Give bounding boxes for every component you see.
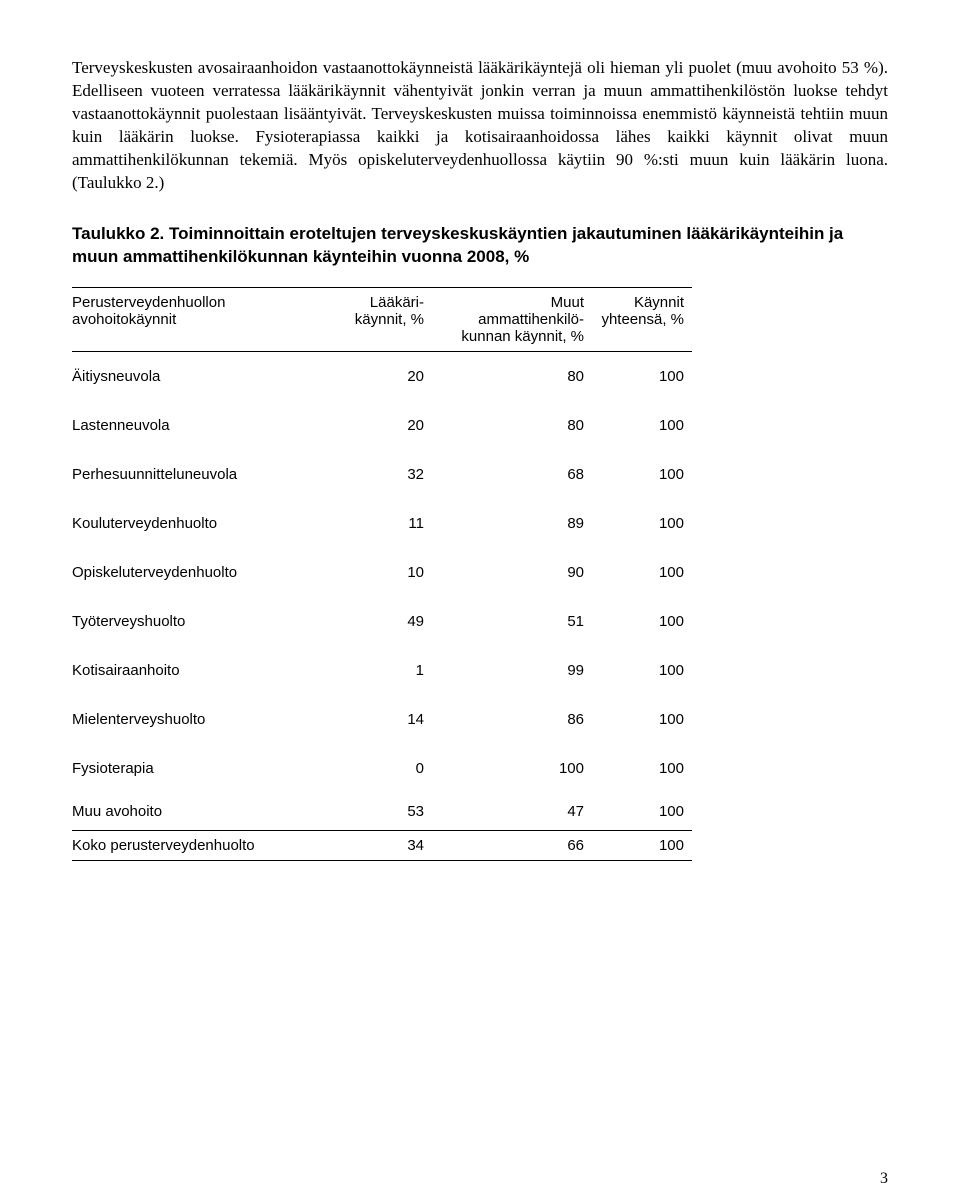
row-value: 10 (302, 548, 432, 597)
header-text: yhteensä, % (601, 311, 684, 328)
header-text: kunnan käynnit, % (461, 328, 584, 345)
row-value: 89 (432, 499, 592, 548)
row-value: 0 (302, 744, 432, 793)
row-value: 51 (432, 597, 592, 646)
row-value: 68 (432, 450, 592, 499)
header-text: ammattihenkilö- (478, 311, 584, 328)
row-value: 100 (592, 401, 692, 450)
table-row: Muu avohoito 53 47 100 (72, 793, 692, 831)
header-text: käynnit, % (355, 311, 424, 328)
row-value: 100 (432, 744, 592, 793)
row-label: Työterveyshuolto (72, 597, 302, 646)
header-text: Käynnit (634, 294, 684, 311)
row-value: 14 (302, 695, 432, 744)
row-value: 100 (592, 830, 692, 860)
row-value: 100 (592, 548, 692, 597)
table-row: Opiskeluterveydenhuolto 10 90 100 (72, 548, 692, 597)
row-label: Kotisairaanhoito (72, 646, 302, 695)
table-row: Työterveyshuolto 49 51 100 (72, 597, 692, 646)
header-col1: Perusterveydenhuollon avohoitokäynnit (72, 287, 302, 351)
header-text: avohoitokäynnit (72, 311, 176, 328)
row-label: Lastenneuvola (72, 401, 302, 450)
table-total-row: Koko perusterveydenhuolto 34 66 100 (72, 830, 692, 860)
header-col2: Lääkäri- käynnit, % (302, 287, 432, 351)
row-value: 100 (592, 597, 692, 646)
row-value: 100 (592, 744, 692, 793)
row-value: 100 (592, 646, 692, 695)
table-row: Fysioterapia 0 100 100 (72, 744, 692, 793)
header-col4: Käynnit yhteensä, % (592, 287, 692, 351)
row-value: 47 (432, 793, 592, 831)
table-header: Perusterveydenhuollon avohoitokäynnit Lä… (72, 287, 692, 351)
header-col3: Muut ammattihenkilö- kunnan käynnit, % (432, 287, 592, 351)
table-row: Perhesuunnitteluneuvola 32 68 100 (72, 450, 692, 499)
row-value: 1 (302, 646, 432, 695)
header-text: Lääkäri- (370, 294, 424, 311)
row-value: 100 (592, 793, 692, 831)
row-value: 34 (302, 830, 432, 860)
row-value: 80 (432, 401, 592, 450)
table-row: Lastenneuvola 20 80 100 (72, 401, 692, 450)
data-table: Perusterveydenhuollon avohoitokäynnit Lä… (72, 287, 692, 861)
row-label: Mielenterveyshuolto (72, 695, 302, 744)
header-text: Perusterveydenhuollon (72, 294, 225, 311)
row-value: 20 (302, 351, 432, 401)
row-value: 66 (432, 830, 592, 860)
body-paragraph: Terveyskeskusten avosairaanhoidon vastaa… (72, 57, 888, 195)
page-container: Terveyskeskusten avosairaanhoidon vastaa… (0, 0, 960, 1204)
row-label: Kouluterveydenhuolto (72, 499, 302, 548)
row-label: Fysioterapia (72, 744, 302, 793)
row-label: Perhesuunnitteluneuvola (72, 450, 302, 499)
row-value: 90 (432, 548, 592, 597)
row-label: Koko perusterveydenhuolto (72, 830, 302, 860)
table-row: Kouluterveydenhuolto 11 89 100 (72, 499, 692, 548)
row-value: 53 (302, 793, 432, 831)
row-value: 32 (302, 450, 432, 499)
row-value: 100 (592, 351, 692, 401)
row-label: Äitiysneuvola (72, 351, 302, 401)
table-body: Äitiysneuvola 20 80 100 Lastenneuvola 20… (72, 351, 692, 860)
table-row: Kotisairaanhoito 1 99 100 (72, 646, 692, 695)
row-value: 49 (302, 597, 432, 646)
row-value: 99 (432, 646, 592, 695)
row-value: 86 (432, 695, 592, 744)
table-caption: Taulukko 2. Toiminnoittain eroteltujen t… (72, 223, 888, 269)
row-value: 80 (432, 351, 592, 401)
row-value: 20 (302, 401, 432, 450)
header-text: Muut (551, 294, 584, 311)
row-label: Opiskeluterveydenhuolto (72, 548, 302, 597)
page-number: 3 (880, 1170, 888, 1188)
row-value: 100 (592, 695, 692, 744)
row-value: 11 (302, 499, 432, 548)
row-label: Muu avohoito (72, 793, 302, 831)
table-row: Mielenterveyshuolto 14 86 100 (72, 695, 692, 744)
table-row: Äitiysneuvola 20 80 100 (72, 351, 692, 401)
row-value: 100 (592, 450, 692, 499)
row-value: 100 (592, 499, 692, 548)
